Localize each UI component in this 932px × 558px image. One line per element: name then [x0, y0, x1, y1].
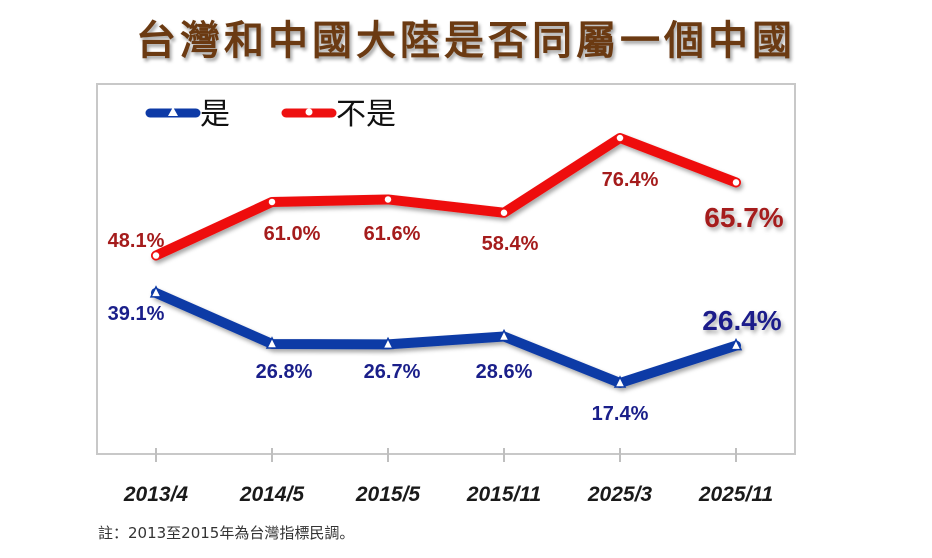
data-label: 17.4%: [592, 403, 649, 425]
triangle-marker-icon: [497, 328, 511, 342]
x-tick-label: 2015/11: [466, 483, 541, 506]
legend-label: 是: [200, 97, 230, 132]
x-tick-label: 2013/4: [123, 483, 189, 506]
circle-marker-icon: [383, 194, 393, 205]
triangle-marker-icon: [149, 285, 163, 298]
series-yes: 39.1% 26.8% 26.7% 28.6% 17.4% 26.4%: [108, 285, 782, 425]
data-label: 61.6%: [364, 223, 421, 245]
data-label: 26.8%: [256, 361, 313, 383]
series-line: [151, 133, 741, 261]
triangle-marker-icon: [265, 336, 279, 349]
circle-marker-icon: [305, 108, 313, 116]
series-line: [151, 287, 741, 388]
circle-marker-icon: [267, 197, 277, 207]
x-tick-label: 2025/11: [698, 483, 773, 506]
data-label: 28.6%: [476, 361, 533, 383]
series-no: 48.1% 61.0% 61.6% 58.4% 76.4% 65.7%: [108, 133, 784, 261]
circle-marker-icon: [499, 207, 509, 218]
data-label: 76.4%: [602, 169, 659, 191]
legend: 是 不是: [145, 97, 396, 132]
triangle-marker-icon: [381, 336, 395, 350]
data-label: 58.4%: [482, 233, 539, 255]
x-tick-label: 2025/3: [587, 483, 653, 506]
chart-title: 台灣和中國大陸是否同屬一個中國: [136, 17, 796, 64]
circle-marker-icon: [615, 133, 625, 143]
triangle-marker-icon: [729, 337, 743, 351]
series-group: 39.1% 26.8% 26.7% 28.6% 17.4% 26.4% 48.1% 61.0%…: [108, 133, 784, 425]
triangle-marker-icon: [613, 375, 627, 388]
data-label: 61.0%: [264, 223, 321, 245]
plot-frame: [96, 83, 796, 455]
data-label: 26.4%: [702, 305, 781, 336]
circle-marker-icon: [731, 177, 741, 188]
circle-marker-icon: [151, 250, 161, 261]
legend-item-yes: 是: [145, 97, 230, 132]
x-axis: [155, 448, 737, 462]
data-label: 65.7%: [704, 202, 783, 233]
x-axis-labels: 2013/4 2014/5 2015/5 2015/11 2025/3 2025/11: [123, 483, 773, 506]
legend-item-no: 不是: [281, 97, 396, 132]
x-tick-label: 2014/5: [239, 483, 305, 506]
data-label: 39.1%: [108, 303, 165, 325]
data-label: 26.7%: [364, 361, 421, 383]
x-tick-label: 2015/5: [355, 483, 421, 506]
data-label: 48.1%: [108, 230, 165, 252]
legend-label: 不是: [336, 97, 396, 132]
footnote: 註：2013至2015年為台灣指標民調。: [98, 524, 355, 542]
triangle-marker-icon: [168, 107, 178, 116]
